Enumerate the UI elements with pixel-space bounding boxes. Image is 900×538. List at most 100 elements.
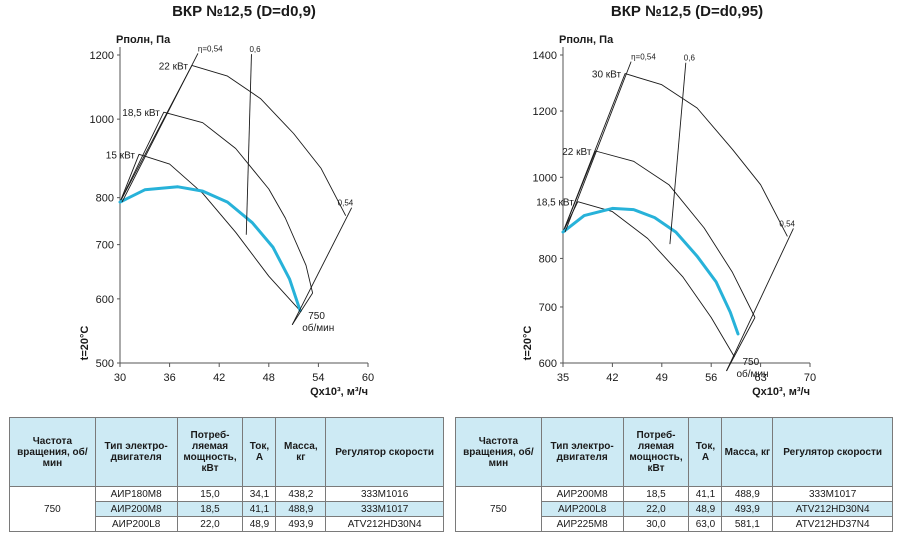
power-curve (562, 201, 735, 358)
power-curve (119, 111, 314, 294)
table-header-row: Частота вращения, об/мин Тип электро-дви… (9, 417, 444, 487)
power-cell: 15,0 (176, 486, 244, 502)
x-tick-label: 54 (312, 372, 324, 384)
efficiency-label: 0,6 (249, 45, 261, 54)
series-label: 18,5 кВт (122, 108, 160, 119)
y-tick-label: 800 (96, 193, 114, 205)
header-current: Ток, А (688, 417, 723, 487)
series-label: 15 кВт (106, 150, 136, 161)
header-motor-type: Тип электро-двигателя (94, 417, 178, 487)
power-cell: 18,5 (176, 501, 244, 517)
header-motor-type: Тип электро-двигателя (540, 417, 624, 487)
mass-cell: 488,9 (721, 486, 774, 502)
power-curve (119, 153, 301, 312)
header-power: Потреб-ляемая мощность, кВт (622, 417, 690, 487)
table-row: АИР200L8 22,0 48,9 493,9 ATV212HD30N4 (10, 516, 444, 532)
speed-unit-label: об/мин (302, 322, 334, 334)
x-axis-label: Qx10³, м³/ч (752, 386, 810, 398)
table-row: 750 АИР180М8 15,0 34,1 438,2 333М1016 (9, 486, 444, 532)
regulator-cell: ATV212HD30N4 (325, 516, 444, 532)
efficiency-line (564, 61, 632, 233)
regulator-cell: ATV212HD30N4 (772, 501, 893, 517)
speed-label: 750 (742, 357, 759, 368)
efficiency-line (726, 228, 794, 372)
header-regulator: Регулятор скорости (772, 417, 893, 487)
temperature-label: t=20°C (522, 326, 534, 361)
regulator-cell: 333М1016 (325, 486, 444, 502)
x-tick-label: 42 (213, 372, 225, 384)
fan-curve-750 (118, 185, 302, 313)
regulator-cell: ATV212HD37N4 (772, 516, 893, 532)
motor-type-cell: АИР200М8 (94, 501, 178, 517)
header-current: Ток, А (242, 417, 277, 487)
current-cell: 48,9 (242, 516, 277, 532)
y-axis-label: Pполн, Па (116, 34, 171, 46)
fan-curve-750 (561, 206, 740, 336)
x-tick-label: 70 (804, 372, 816, 384)
mass-cell: 488,9 (275, 501, 327, 517)
current-cell: 63,0 (688, 516, 723, 532)
y-tick-label: 800 (539, 253, 557, 265)
y-tick-label: 600 (539, 358, 557, 370)
power-cell: 30,0 (622, 516, 690, 532)
efficiency-line (291, 292, 313, 326)
efficiency-line (726, 317, 756, 372)
y-tick-label: 1000 (533, 172, 557, 184)
motor-type-cell: АИР200L8 (540, 501, 624, 517)
temperature-label: t=20°C (79, 326, 91, 361)
speed-unit-label: об/мин (736, 368, 768, 380)
y-tick-label: 500 (96, 358, 114, 370)
current-cell: 41,1 (688, 486, 723, 502)
efficiency-line (245, 54, 252, 235)
speed-cell: 750 (455, 486, 542, 532)
mass-cell: 581,1 (721, 516, 774, 532)
x-tick-label: 35 (557, 372, 569, 384)
y-tick-label: 700 (539, 302, 557, 314)
charts-area: ВКР №12,5 (D=d0,9) 500 600 700 800 1000 1200 30… (79, 3, 816, 398)
y-tick-label: 700 (96, 240, 114, 252)
x-tick-label: 60 (362, 372, 374, 384)
motor-table-left: Частота вращения, об/мин Тип электро-дви… (9, 417, 444, 532)
x-tick-label: 56 (705, 372, 717, 384)
x-tick-label: 63 (754, 372, 766, 384)
series-label: 22 кВт (159, 61, 189, 72)
series-label: 18,5 кВт (536, 198, 574, 209)
efficiency-label: 0,54 (338, 199, 354, 208)
y-tick-label: 600 (96, 294, 114, 306)
regulator-cell: 333М1017 (325, 501, 444, 517)
y-tick-label: 1200 (533, 106, 557, 118)
mass-cell: 493,9 (721, 501, 774, 517)
speed-cell: 750 (9, 486, 96, 532)
header-speed: Частота вращения, об/мин (9, 417, 96, 487)
efficiency-label: 0,54 (779, 219, 795, 228)
table-row: АИР225М8 30,0 63,0 581,1 ATV212HD37N4 (456, 516, 893, 532)
current-cell: 41,1 (242, 501, 277, 517)
chart-title: ВКР №12,5 (D=d0,9) (172, 3, 316, 20)
power-cell: 22,0 (622, 501, 690, 517)
current-cell: 34,1 (242, 486, 277, 502)
series-label: 22 кВт (562, 147, 592, 158)
x-tick-label: 36 (163, 372, 175, 384)
x-axis-label: Qx10³, м³/ч (310, 386, 368, 398)
efficiency-line (669, 62, 687, 245)
motor-table-right: Частота вращения, об/мин Тип электро-дви… (455, 417, 893, 532)
chart-title: ВКР №12,5 (D=d0,95) (611, 3, 763, 20)
power-curve (562, 150, 756, 318)
speed-label: 750 (308, 311, 325, 322)
regulator-cell: 333М1017 (772, 486, 893, 502)
y-tick-label: 1000 (90, 114, 114, 126)
x-tick-label: 42 (606, 372, 618, 384)
series-label: 30 кВт (592, 70, 622, 81)
header-power: Потреб-ляемая мощность, кВт (176, 417, 244, 487)
efficiency-line (121, 53, 199, 203)
header-mass: Масса, кг (275, 417, 327, 487)
table-row: 750 АИР200М8 18,5 41,1 488,9 333М1017 (455, 486, 893, 532)
table-row: АИР200М8 18,5 41,1 488,9 333М1017 (10, 501, 444, 517)
x-tick-label: 30 (114, 372, 126, 384)
y-tick-label: 1400 (533, 50, 557, 62)
mass-cell: 438,2 (275, 486, 327, 502)
motor-type-cell: АИР225М8 (540, 516, 624, 532)
efficiency-label: η=0,54 (198, 44, 223, 53)
power-cell: 22,0 (176, 516, 244, 532)
chart-1: ВКР №12,5 (D=d0,9) 500 600 700 800 1000 1200 30… (79, 3, 374, 398)
